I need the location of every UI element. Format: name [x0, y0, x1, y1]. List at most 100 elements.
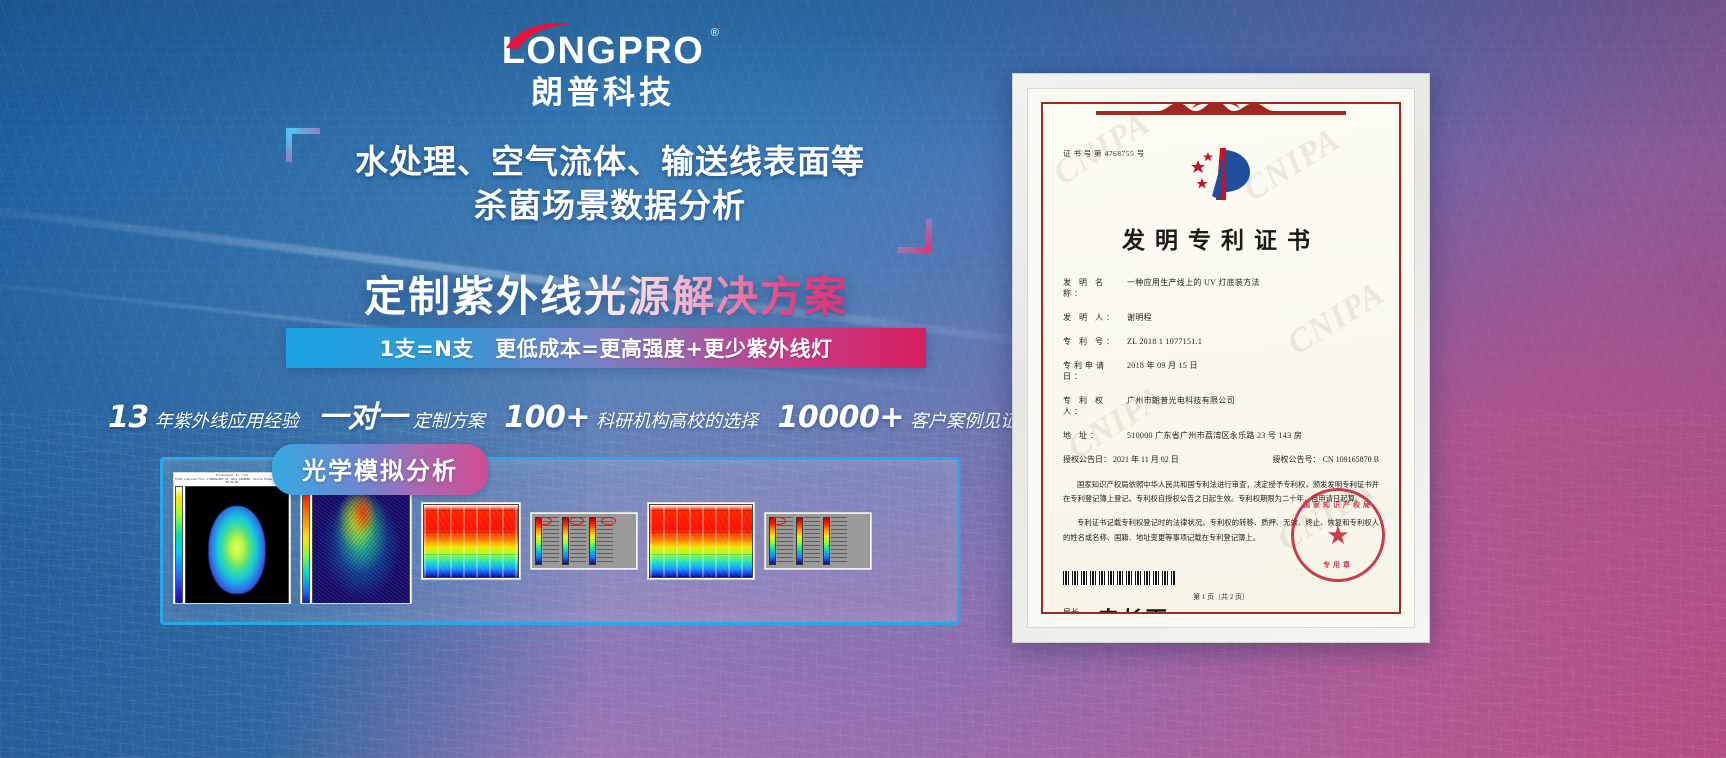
certificate-title: 发明专利证书: [1122, 228, 1320, 253]
slogan-subtitle-bar: 1支=N支 更低成本=更高强度+更少紫外线灯: [286, 327, 926, 368]
colorbar: [302, 478, 310, 603]
handwritten-signature: 申长雨: [1095, 603, 1171, 612]
grant-date-value: 2021 年 11 月 02 日: [1113, 455, 1179, 464]
legend-values: [543, 517, 559, 565]
stat-number: 100+: [504, 400, 590, 435]
grant-number: 授权公告号： CN 109165870 B: [1273, 454, 1379, 465]
field-key: 专利申请日：: [1063, 361, 1107, 381]
signer-title-label: 局长: [1063, 607, 1079, 614]
field-value: 一种应用生产线上的 UV 灯底装方法: [1127, 278, 1260, 287]
stat-number: 一对一: [318, 400, 407, 435]
heatmap-field: [649, 504, 753, 578]
signer-labels: 局长 申长雨: [1063, 605, 1087, 614]
certificate-grant-row: 授权公告日： 2021 年 11 月 02 日 授权公告号： CN 109165…: [1063, 454, 1379, 465]
grant-date-key: 授权公告日：: [1063, 455, 1111, 464]
colorbar: [175, 485, 183, 603]
field-value: ZL 2018 1 1077151.1: [1127, 337, 1203, 346]
grant-date: 授权公告日： 2021 年 11 月 02 日: [1063, 454, 1179, 465]
registered-mark: ®: [710, 27, 721, 39]
field-value: 2018 年 09 月 15 日: [1127, 361, 1198, 370]
certificate-barcode: [1063, 570, 1175, 585]
official-seal: 国家知识产权局 ★ 专用章: [1291, 488, 1385, 582]
field-key: 专 利 权 人：: [1063, 396, 1106, 416]
seal-star-icon: ★: [1326, 520, 1350, 550]
optical-analysis-badge: 光学模拟分析: [272, 444, 488, 495]
heatmap-field: [423, 504, 519, 578]
certificate-signature-block: 局长 申长雨 申长雨: [1063, 603, 1379, 614]
irradiance-scatter-plot[interactable]: Irradiance Ee [W/m^2]: [300, 472, 412, 604]
certificate-mat: CNIPA CNIPA CNIPA CNIPA CNIPA 证 书 号 第 47: [1027, 88, 1415, 628]
plot-body: [422, 503, 520, 579]
certificate-field-row: 专 利 权 人： 广州市朗普光电科技有限公司: [1063, 395, 1379, 417]
highlight-ring: [601, 517, 616, 525]
highlight-ring: [537, 517, 552, 525]
certificate-field-row: 专 利 号： ZL 2018 1 1077151.1: [1063, 336, 1379, 347]
certificate-field-row: 专利申请日： 2018 年 09 月 15 日: [1063, 360, 1379, 382]
plot-body: [301, 478, 411, 603]
field-value: 510000 广东省广州市荔湾区永乐路 23 号 143 房: [1127, 431, 1302, 440]
bracket-bottom-right-decoration: [898, 219, 932, 254]
stat-label: 定制方案: [412, 411, 485, 432]
plot-body: [648, 503, 754, 579]
illuminance-contour-plot[interactable]: Illuminance Ev [lx] Total Luminous Flux …: [173, 472, 291, 604]
field-value: 广州市朗普光电科技有限公司: [1127, 396, 1235, 405]
brand-logo: LONGPRO ® 朗普科技: [488, 23, 719, 111]
brand-name-cn: 朗普科技: [530, 73, 675, 111]
certificate-number: 证 书 号 第 4768755 号: [1063, 149, 1145, 158]
legend-column: [796, 517, 820, 565]
legend-panel-2[interactable]: [764, 512, 872, 570]
brand-wordmark-text: LONGPRO: [501, 30, 705, 72]
background-left-tint: [0, 0, 587, 758]
field-key: 专 利 号：: [1063, 337, 1117, 346]
optical-thumbnail-strip: Illuminance Ev [lx] Total Luminous Flux …: [173, 472, 947, 610]
cnipa-emblem-icon: [1191, 148, 1250, 200]
legend-box: [765, 513, 871, 569]
certificate-field-row: 地 址： 510000 广东省广州市荔湾区永乐路 23 号 143 房: [1063, 430, 1379, 441]
legend-colorbar: [796, 517, 803, 565]
certificate-body-paragraph-1: 国家知识产权局依照中华人民共和国专利法进行审查，决定授予专利权，颁发发明专利证书…: [1063, 480, 1379, 504]
headline-line-1: 水处理、空气流体、输送线表面等: [355, 142, 865, 181]
scatter-field: [312, 478, 410, 603]
certificate-field-row: 发 明 名 称： 一种应用生产线上的 UV 灯底装方法: [1063, 277, 1379, 299]
certificate-fields: 发 明 名 称： 一种应用生产线上的 UV 灯底装方法 发 明 人： 谢明程 专…: [1063, 277, 1379, 465]
uniformity-map-1[interactable]: [421, 502, 521, 580]
legend-values: [570, 517, 586, 565]
slogan-main: 定制紫外线光源解决方案: [286, 272, 926, 322]
grant-number-value: CN 109165870 B: [1322, 455, 1379, 464]
stat-label: 客户案例见证: [909, 411, 1018, 432]
legend-values: [831, 517, 847, 565]
optical-simulation-panel: Illuminance Ev [lx] Total Luminous Flux …: [160, 457, 960, 625]
seal-bottom-text: 专用章: [1323, 561, 1353, 569]
highlight-ring: [569, 517, 584, 525]
field-key: 发 明 人：: [1063, 313, 1117, 322]
stat-number: 10000+: [777, 400, 904, 435]
headline-line-2: 杀菌场景数据分析: [474, 185, 746, 225]
stat-label: 科研机构高校的选择: [595, 411, 758, 432]
legend-column: [562, 517, 586, 565]
legend-panel-1[interactable]: [530, 512, 638, 570]
certificate-field-row: 发 明 人： 谢明程: [1063, 312, 1379, 323]
legend-colorbar: [562, 517, 569, 565]
field-key: 发 明 名 称：: [1063, 278, 1106, 298]
contour-field: [185, 485, 289, 603]
patent-certificate-frame: CNIPA CNIPA CNIPA CNIPA CNIPA 证 书 号 第 47: [1012, 73, 1430, 643]
headline-block: 水处理、空气流体、输送线表面等 杀菌场景数据分析: [286, 128, 932, 254]
legend-values: [804, 517, 820, 565]
field-value: 谢明程: [1127, 313, 1152, 322]
legend-column: [823, 517, 847, 565]
stat-item: 13 年紫外线应用经验: [108, 400, 299, 435]
slogan-subtitle-text: 1支=N支 更低成本=更高强度+更少紫外线灯: [379, 336, 833, 361]
certificate-paper: CNIPA CNIPA CNIPA CNIPA CNIPA 证 书 号 第 47: [1041, 102, 1401, 614]
uniformity-map-2[interactable]: [647, 502, 755, 580]
stat-label: 年紫外线应用经验: [154, 411, 299, 432]
legend-colorbar: [823, 517, 830, 565]
seal-top-text: 国家知识产权局: [1303, 501, 1373, 509]
legend-column: [769, 517, 793, 565]
plot-body: [174, 485, 290, 603]
brand-wordmark: LONGPRO ®: [501, 23, 719, 72]
legend-box: [531, 513, 637, 569]
bracket-top-left-decoration: [286, 128, 320, 162]
